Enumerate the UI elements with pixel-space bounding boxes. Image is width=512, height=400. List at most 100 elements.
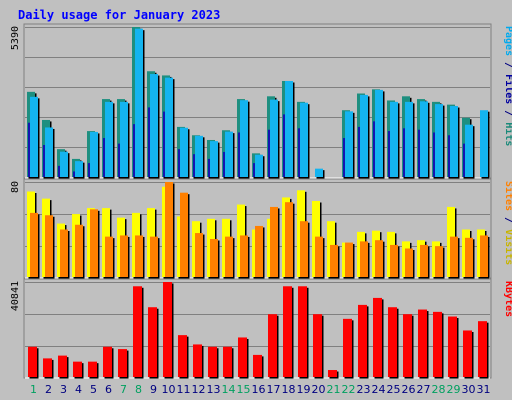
sites-bar-day-3	[60, 229, 68, 277]
sites-bar-day-8	[135, 235, 143, 277]
kbytes-bar-day-24	[373, 297, 382, 377]
sites-bar-day-20	[315, 236, 323, 277]
pages-bar-day-4	[75, 161, 83, 177]
kbytes-bar-day-31	[478, 321, 487, 377]
kbytes-bar-day-25	[388, 307, 397, 377]
x-tick-label-day-30: 30	[462, 383, 476, 396]
x-axis-day-labels: 1 2 3 4 5 6 7 8 9 10 11 12 13 14 15 16 17 18 19 20 21 22 23 24 2…	[30, 383, 491, 396]
visits_panel-legend-item-2: Visits	[503, 229, 512, 265]
files-bar-day-22	[343, 138, 345, 177]
sites-bar-day-27	[420, 244, 428, 277]
sites-bar-day-31	[480, 235, 488, 277]
sites-bar-day-26	[405, 248, 413, 277]
kbytes-bar-day-1	[28, 346, 37, 377]
kbytes-bar-day-21	[328, 370, 337, 377]
kbytes-bar-day-11	[178, 335, 187, 377]
sites-bar-day-24	[375, 240, 383, 277]
visits_panel-legend: Sites / Visits	[503, 181, 512, 265]
sites-bar-day-2	[45, 215, 53, 277]
kbytes-bar-day-13	[208, 346, 217, 377]
hits_panel-legend-item-3: /	[503, 104, 512, 122]
sites-bar-day-19	[300, 221, 308, 277]
kbytes_panel-legend-item-0: KBytes	[503, 281, 512, 317]
x-tick-label-day-6: 6	[105, 383, 112, 396]
sites-bar-day-5	[90, 209, 98, 277]
x-tick-label-day-2: 2	[45, 383, 52, 396]
pages-bar-day-14	[225, 131, 233, 177]
sites-bar-day-6	[105, 236, 113, 277]
x-tick-label-day-1: 1	[30, 383, 37, 396]
files-bar-day-11	[178, 149, 180, 177]
sites-bar-day-29	[450, 236, 458, 277]
files-bar-day-12	[193, 154, 195, 177]
x-tick-label-day-16: 16	[252, 383, 266, 396]
pages-bar-day-29	[450, 106, 458, 177]
hits_panel-legend: Pages / Files / Hits	[503, 26, 512, 146]
files-bar-day-16	[253, 163, 255, 177]
x-tick-label-day-24: 24	[372, 383, 386, 396]
kbytes-bar-day-7	[118, 349, 127, 377]
visits_panel-legend-item-0: Sites	[503, 181, 512, 211]
x-tick-label-day-31: 31	[477, 383, 491, 396]
x-tick-label-day-4: 4	[75, 383, 82, 396]
kbytes-bar-day-27	[418, 309, 427, 377]
hits_panel-ymax-label: 5390	[10, 26, 21, 50]
sites-bar-day-21	[330, 244, 338, 277]
files-bar-day-9	[148, 107, 150, 177]
sites-bar-day-15	[240, 235, 248, 277]
kbytes-bar-day-28	[433, 311, 442, 377]
kbytes-bar-day-9	[148, 307, 157, 377]
pages-bar-day-24	[375, 89, 383, 177]
sites-bar-day-14	[225, 236, 233, 277]
files-bar-day-10	[163, 111, 165, 177]
pages-bar-day-2	[45, 127, 53, 177]
kbytes-bar-day-2	[43, 358, 52, 377]
kbytes-bar-day-16	[253, 354, 262, 377]
hits_panel-legend-item-1: /	[503, 56, 512, 74]
sites-bar-day-9	[150, 236, 158, 277]
pages-bar-day-15	[240, 100, 248, 177]
pages-bar-day-13	[210, 141, 218, 177]
sites-bar-day-11	[180, 192, 188, 277]
pages-bar-day-28	[435, 104, 443, 177]
files-bar-day-4	[73, 171, 75, 177]
chart-title: Daily usage for January 2023	[18, 8, 220, 22]
pages-bar-day-30	[465, 124, 473, 177]
x-tick-label-day-7: 7	[120, 383, 127, 396]
kbytes_panel-bars	[28, 282, 489, 379]
pages-bar-day-19	[300, 102, 308, 177]
kbytes-bar-day-29	[448, 316, 457, 377]
sites-bar-day-16	[255, 225, 263, 277]
pages-bar-day-1	[30, 96, 38, 177]
kbytes-bar-day-15	[238, 337, 247, 377]
files-bar-day-27	[418, 129, 420, 177]
x-tick-label-day-14: 14	[222, 383, 236, 396]
x-tick-label-day-21: 21	[327, 383, 341, 396]
pages-bar-day-22	[345, 111, 353, 177]
pages-bar-day-23	[360, 94, 368, 177]
files-bar-day-30	[463, 143, 465, 177]
x-tick-label-day-11: 11	[177, 383, 191, 396]
sites-bar-day-17	[270, 206, 278, 277]
files-bar-day-26	[403, 128, 405, 177]
sites-bar-day-18	[285, 202, 293, 277]
kbytes-bar-day-22	[343, 318, 352, 377]
kbytes-bar-day-18	[283, 286, 292, 377]
x-tick-label-day-23: 23	[357, 383, 371, 396]
x-tick-label-day-5: 5	[90, 383, 97, 396]
pages-bar-day-5	[90, 131, 98, 177]
sites-bar-day-23	[360, 241, 368, 277]
pages-bar-day-12	[195, 135, 203, 177]
pages-bar-day-20	[315, 168, 323, 177]
files-bar-day-7	[118, 143, 120, 177]
sites-bar-day-25	[390, 244, 398, 277]
kbytes-bar-day-8	[133, 286, 142, 377]
sites-bar-day-30	[465, 237, 473, 277]
visits_panel-ymax-label: 80	[10, 181, 21, 193]
hits_panel-bars	[27, 27, 490, 179]
pages-bar-day-6	[105, 101, 113, 177]
files-bar-day-5	[88, 163, 90, 177]
sites-bar-day-13	[210, 239, 218, 277]
hits_panel-legend-item-4: Hits	[503, 122, 512, 146]
